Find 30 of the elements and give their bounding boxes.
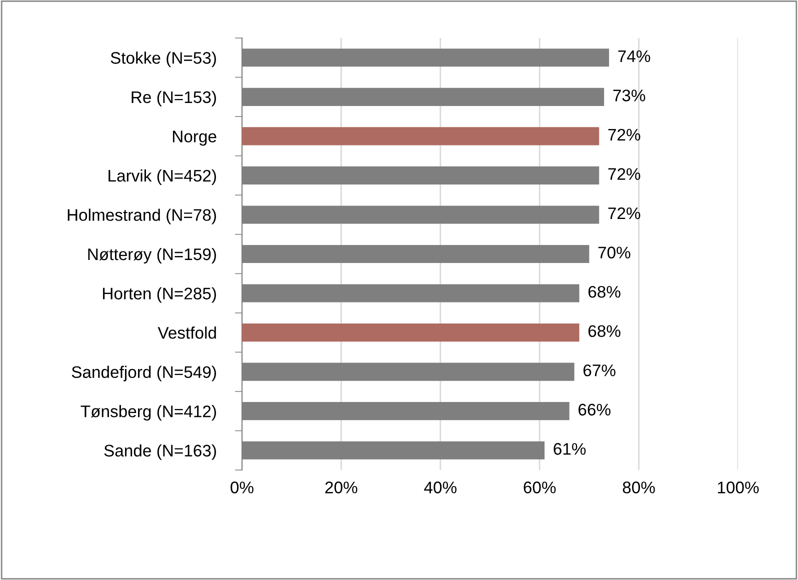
y-tick-label: Nøtterøy (N=159) — [88, 248, 216, 264]
data-label: 72% — [608, 207, 640, 220]
x-tick-label: 60% — [524, 482, 556, 494]
y-tick-label: Horten (N=285) — [103, 287, 216, 303]
data-label: 73% — [613, 90, 646, 102]
y-tick-label: Tønsberg (N=412) — [80, 405, 216, 421]
y-tick-label: Norge — [172, 130, 216, 146]
data-label: 68% — [588, 325, 620, 338]
x-tick-label: 20% — [325, 482, 358, 494]
y-tick-label: Sandefjord (N=549) — [72, 366, 216, 382]
data-label: 70% — [598, 246, 630, 258]
data-label: 68% — [588, 286, 620, 298]
x-tick-label: 100% — [718, 482, 759, 494]
y-tick-label: Stokke (N=53) — [110, 52, 216, 68]
data-label: 74% — [618, 50, 650, 62]
x-tick-label: 40% — [424, 482, 456, 494]
data-label: 72% — [608, 168, 640, 180]
y-tick-label: Re (N=153) — [132, 90, 216, 106]
x-tick-label: 80% — [622, 482, 655, 494]
data-label: 66% — [578, 404, 610, 416]
data-label: 72% — [608, 128, 640, 141]
y-tick-label: Holmestrand (N=78) — [68, 208, 216, 224]
bar — [242, 127, 600, 146]
y-tick-label: Larvik (N=452) — [108, 169, 216, 185]
data-label: 61% — [554, 443, 586, 455]
data-label: 67% — [584, 364, 616, 376]
x-tick-label: 0% — [230, 482, 254, 494]
bar — [242, 324, 580, 342]
y-tick-label: Vestfold — [158, 326, 216, 339]
y-tick-label: Sande (N=163) — [104, 444, 216, 460]
